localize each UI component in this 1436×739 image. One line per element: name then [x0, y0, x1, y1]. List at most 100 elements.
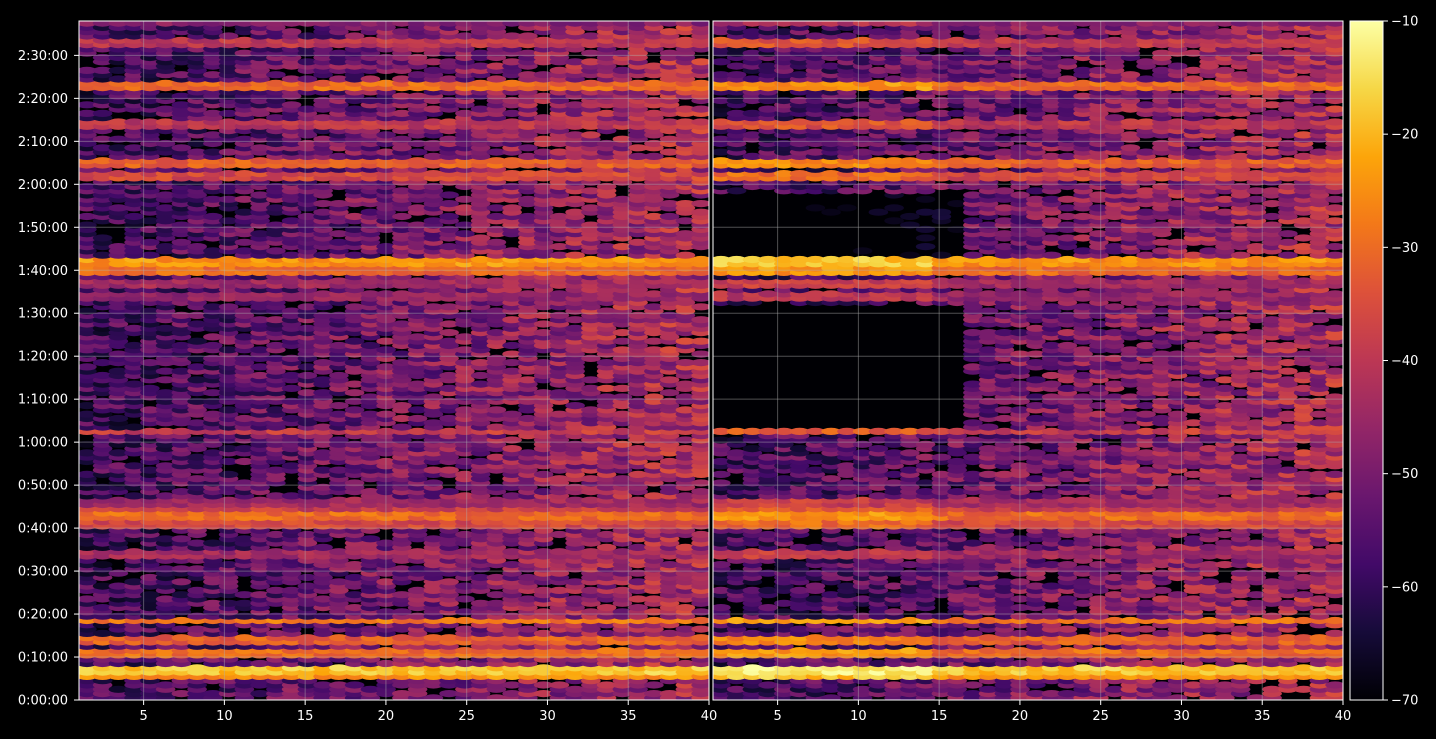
- heatmap-cell: [171, 535, 192, 543]
- heatmap-cell: [234, 599, 255, 607]
- heatmap-cell: [392, 212, 412, 221]
- heatmap-cell: [628, 578, 648, 586]
- heatmap-cell: [171, 634, 192, 642]
- heatmap-cell: [659, 389, 680, 397]
- heatmap-cell: [455, 230, 475, 238]
- heatmap-cell: [407, 148, 428, 156]
- heatmap-cell: [502, 445, 522, 453]
- heatmap-cell: [596, 681, 617, 689]
- heatmap-cell: [266, 586, 286, 595]
- heatmap-cell: [92, 604, 113, 612]
- heatmap-cell: [644, 616, 664, 625]
- heatmap-cell: [108, 582, 129, 590]
- heatmap-cell: [376, 659, 396, 668]
- heatmap-cell: [360, 535, 381, 543]
- heatmap-cell: [486, 406, 507, 414]
- heatmap-cell: [140, 384, 160, 392]
- heatmap-cell: [659, 212, 680, 221]
- heatmap-cell: [455, 548, 475, 556]
- heatmap-cell: [533, 548, 554, 556]
- heatmap-cell: [565, 685, 585, 693]
- heatmap-cell: [187, 565, 207, 573]
- heatmap-cell: [659, 690, 680, 698]
- heatmap-cell: [92, 629, 113, 638]
- heatmap-cell: [439, 212, 459, 221]
- heatmap-cell: [124, 212, 144, 221]
- heatmap-cell: [455, 595, 475, 603]
- heatmap-cell: [234, 634, 255, 642]
- heatmap-cell: [171, 144, 192, 152]
- heatmap-cell: [486, 75, 507, 83]
- heatmap-cell: [565, 496, 585, 504]
- heatmap-cell: [502, 612, 522, 620]
- heatmap-cell: [455, 625, 475, 633]
- heatmap-cell: [518, 595, 538, 603]
- heatmap-cell: [140, 573, 160, 582]
- heatmap-cell: [581, 608, 601, 616]
- heatmap-cell: [392, 402, 412, 410]
- heatmap-cell: [344, 573, 365, 582]
- heatmap-cell: [596, 604, 617, 612]
- heatmap-cell: [376, 578, 396, 586]
- heatmap-cell: [628, 496, 648, 504]
- heatmap-cell: [297, 530, 318, 539]
- heatmap-cell: [155, 492, 176, 500]
- heatmap-cell: [360, 341, 381, 350]
- heatmap-cell: [344, 561, 365, 569]
- heatmap-cell: [187, 664, 207, 672]
- heatmap-cell: [108, 685, 129, 693]
- heatmap-cell: [486, 694, 507, 700]
- heatmap-cell: [533, 488, 554, 496]
- heatmap-cell: [92, 582, 113, 590]
- heatmap-cell: [581, 586, 601, 595]
- heatmap-cell: [218, 470, 239, 478]
- heatmap-cell: [92, 234, 113, 242]
- heatmap-cell: [565, 251, 585, 259]
- heatmap-cell: [124, 578, 144, 586]
- heatmap-cell: [628, 543, 648, 552]
- heatmap-cell: [533, 681, 554, 689]
- heatmap-cell: [313, 543, 333, 552]
- heatmap-cell: [470, 573, 491, 582]
- heatmap-cell: [79, 363, 97, 371]
- heatmap-cell: [407, 565, 428, 573]
- heatmap-cell: [218, 303, 239, 311]
- heatmap-cell: [171, 616, 192, 625]
- heatmap-cell: [203, 341, 223, 350]
- heatmap-cell: [423, 634, 444, 642]
- heatmap-cell: [596, 543, 617, 552]
- heatmap-cell: [628, 604, 648, 612]
- heatmap-cell: [644, 595, 664, 603]
- heatmap-cell: [376, 539, 396, 547]
- heatmap-cell: [329, 681, 349, 689]
- heatmap-cell: [486, 591, 507, 599]
- heatmap-cell: [596, 647, 617, 655]
- heatmap-cell: [565, 402, 585, 410]
- heatmap-cell: [187, 612, 207, 620]
- heatmap-cell: [344, 406, 365, 414]
- heatmap-cell: [502, 681, 522, 689]
- heatmap-cell: [297, 573, 318, 582]
- heatmap-cell: [234, 591, 255, 599]
- heatmap-cell: [659, 483, 680, 491]
- heatmap-cell: [92, 483, 113, 491]
- heatmap-cell: [266, 492, 286, 500]
- heatmap-cell: [266, 612, 286, 620]
- heatmap-cell: [581, 496, 601, 504]
- heatmap-cell: [502, 690, 522, 698]
- heatmap-cell: [92, 109, 113, 117]
- heatmap-cell: [124, 492, 144, 500]
- heatmap-cell: [313, 483, 333, 491]
- heatmap-cell: [124, 423, 144, 431]
- heatmap-cell: [360, 75, 381, 83]
- heatmap-cell: [533, 690, 554, 698]
- heatmap-cell: [644, 608, 664, 616]
- heatmap-cell: [79, 595, 97, 603]
- heatmap-cell: [313, 681, 333, 689]
- heatmap-cell: [691, 634, 709, 642]
- heatmap-cell: [691, 105, 709, 113]
- heatmap-cell: [360, 685, 381, 693]
- heatmap-cell: [360, 488, 381, 496]
- heatmap-cell: [470, 599, 491, 607]
- heatmap-cell: [392, 634, 412, 642]
